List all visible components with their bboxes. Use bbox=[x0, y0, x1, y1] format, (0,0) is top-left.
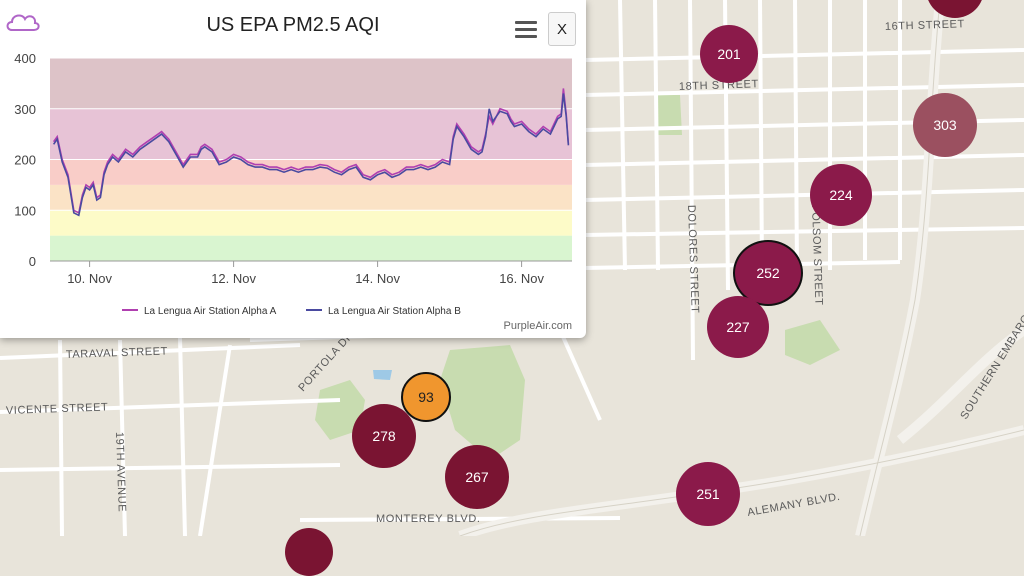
credit-link[interactable]: PurpleAir.com bbox=[503, 320, 572, 332]
x-tick-label: 12. Nov bbox=[211, 271, 256, 286]
aqi-band bbox=[50, 235, 572, 261]
legend-label: La Lengua Air Station Alpha A bbox=[144, 306, 277, 317]
sensor-marker[interactable]: 251 bbox=[676, 462, 740, 526]
street-label: 18TH STREET bbox=[679, 78, 759, 93]
x-axis: 10. Nov 12. Nov 14. Nov 16. Nov bbox=[67, 261, 544, 286]
street-label: DOLORES STREET bbox=[685, 205, 701, 314]
x-tick-label: 16. Nov bbox=[499, 271, 544, 286]
sensor-marker[interactable]: 252 bbox=[733, 240, 803, 306]
sensor-marker[interactable]: 201 bbox=[700, 25, 758, 83]
park-area bbox=[655, 95, 682, 135]
aqi-band bbox=[50, 159, 572, 185]
sensor-popup: US EPA PM2.5 AQI X 0 100 200 300 400 10. Nov… bbox=[0, 0, 586, 338]
street-label: MONTEREY BLVD. bbox=[376, 513, 481, 525]
sensor-marker-partial[interactable] bbox=[926, 0, 984, 18]
street-label: FOLSOM STREET bbox=[809, 205, 825, 306]
hamburger-icon bbox=[515, 21, 537, 24]
legend-label: La Lengua Air Station Alpha B bbox=[328, 306, 461, 317]
sensor-marker[interactable]: 224 bbox=[810, 164, 872, 226]
cloud-icon bbox=[6, 14, 40, 31]
park-area bbox=[440, 345, 525, 460]
x-tick-label: 14. Nov bbox=[355, 271, 400, 286]
park-area bbox=[785, 320, 840, 365]
y-tick-label: 300 bbox=[14, 102, 36, 117]
y-axis: 0 100 200 300 400 bbox=[14, 51, 36, 269]
series bbox=[52, 88, 570, 217]
y-tick-label: 400 bbox=[14, 51, 36, 66]
street-label: 16TH STREET bbox=[885, 18, 965, 33]
street-grid bbox=[0, 0, 1024, 536]
x-tick-label: 10. Nov bbox=[67, 271, 112, 286]
aqi-band bbox=[50, 210, 572, 236]
street-label: 19TH AVENUE bbox=[113, 432, 128, 513]
pond bbox=[373, 370, 392, 380]
y-tick-label: 100 bbox=[14, 203, 36, 218]
sensor-marker[interactable]: 93 bbox=[401, 372, 451, 422]
legend[interactable]: La Lengua Air Station Alpha A La Lengua A… bbox=[122, 306, 461, 317]
aqi-chart: 0 100 200 300 400 10. Nov 12. Nov 14. Nov 16. N… bbox=[14, 51, 572, 317]
sensor-marker[interactable]: 267 bbox=[445, 445, 509, 509]
street-label: TARAVAL STREET bbox=[66, 345, 168, 361]
sensor-marker[interactable]: 303 bbox=[913, 93, 977, 157]
sensor-marker[interactable]: 278 bbox=[352, 404, 416, 468]
chart-menu-button[interactable] bbox=[515, 21, 537, 39]
park-area bbox=[315, 380, 365, 440]
aqi-band bbox=[50, 184, 572, 211]
grid bbox=[50, 57, 572, 262]
aqi-band bbox=[50, 58, 572, 109]
popup-title: US EPA PM2.5 AQI bbox=[206, 14, 380, 36]
y-tick-label: 200 bbox=[14, 153, 36, 168]
close-button[interactable]: X bbox=[548, 12, 576, 46]
y-tick-label: 0 bbox=[29, 254, 36, 269]
sensor-marker-partial[interactable] bbox=[285, 528, 333, 576]
sensor-marker[interactable]: 227 bbox=[707, 296, 769, 358]
street-label: VICENTE STREET bbox=[6, 401, 109, 417]
series-line bbox=[52, 93, 570, 217]
